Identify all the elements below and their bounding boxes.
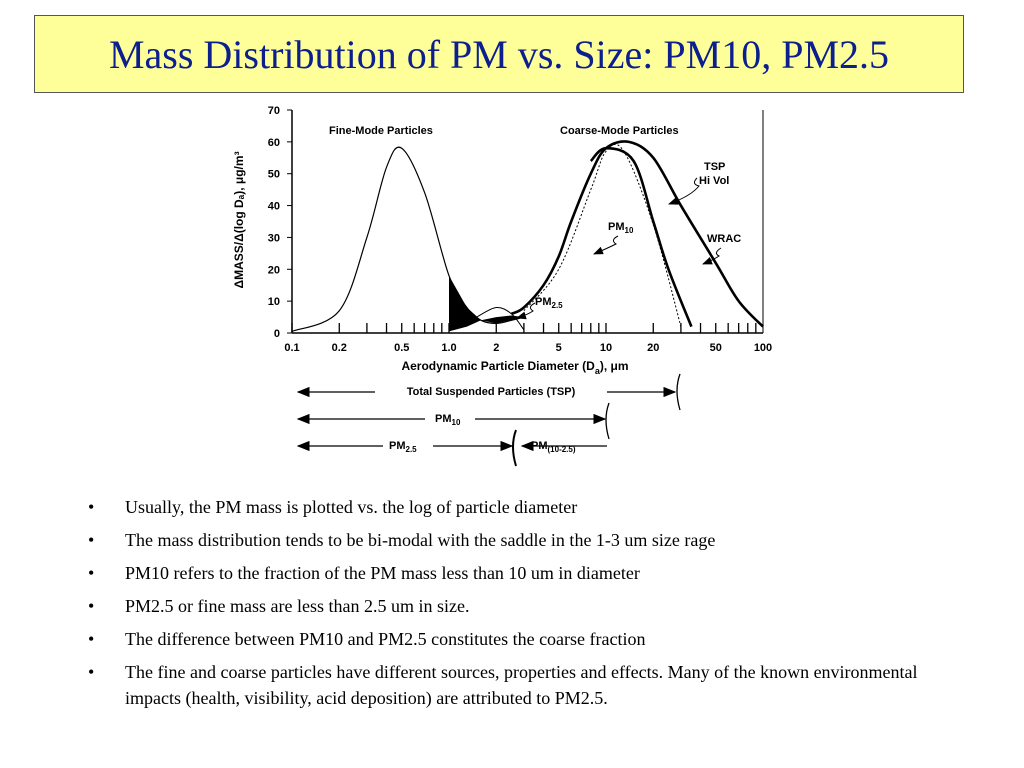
bullet-marker: • <box>88 563 95 583</box>
y-tick-label: 50 <box>268 169 280 181</box>
y-tick-label: 70 <box>268 105 280 117</box>
x-axis-label: Aerodynamic Particle Diameter (Da), μm <box>401 359 628 376</box>
x-tick-label: 2 <box>493 342 499 354</box>
x-tick-label: 1.0 <box>441 342 456 354</box>
x-tick-label: 0.2 <box>332 342 347 354</box>
y-tick-label: 10 <box>268 296 280 308</box>
bullet-item: • Usually, the PM mass is plotted vs. the… <box>88 494 948 520</box>
coarse-mode-label: Coarse-Mode Particles <box>560 125 679 137</box>
wrac-pointer-arrow <box>702 247 722 265</box>
bullet-text: PM2.5 or fine mass are less than 2.5 um … <box>125 596 470 616</box>
y-axis-ticks: 0 10 20 30 40 50 60 70 <box>268 105 292 340</box>
x-tick-label: 10 <box>600 342 612 354</box>
bullet-text: The mass distribution tends to be bi-mod… <box>125 530 716 550</box>
bullet-item: • The difference between PM10 and PM2.5 c… <box>88 626 948 652</box>
y-tick-label: 40 <box>268 201 280 213</box>
bullet-text: Usually, the PM mass is plotted vs. the … <box>125 497 578 517</box>
saddle-overlap-fill <box>449 275 524 332</box>
y-tick-label: 0 <box>274 328 280 340</box>
hivol-label: Hi Vol <box>699 175 729 187</box>
wrac-label: WRAC <box>707 233 741 245</box>
fine-mode-curve <box>291 146 525 332</box>
bullet-marker: • <box>88 497 95 517</box>
x-tick-label: 20 <box>647 342 659 354</box>
distribution-curves <box>291 140 764 332</box>
bullet-marker: • <box>88 662 95 682</box>
x-axis-ticks: 0.1 0.2 0.5 1.0 2 5 10 20 50 100 <box>284 323 772 354</box>
y-tick-label: 20 <box>268 264 280 276</box>
slide-title: Mass Distribution of PM vs. Size: PM10, … <box>108 31 890 77</box>
bullet-item: • The fine and coarse particles have diff… <box>88 659 948 711</box>
pm10-range-label: PM10 <box>435 413 461 427</box>
y-axis-label: ΔMASS/Δ(log Dₐ), μg/m³ <box>232 151 246 288</box>
pm25-pointer-arrow <box>516 302 536 320</box>
wrac-curve <box>589 146 693 328</box>
bullet-text: The fine and coarse particles have diffe… <box>125 662 918 708</box>
tsp-range-label: Total Suspended Particles (TSP) <box>407 386 576 398</box>
bullet-marker: • <box>88 596 95 616</box>
tsp-label: TSP <box>704 161 725 173</box>
pm25-range-end-brace <box>512 429 517 467</box>
x-tick-label: 0.1 <box>284 342 299 354</box>
plot-frame <box>291 110 764 334</box>
pm25-range-label: PM2.5 <box>389 440 417 454</box>
pm25-curve-label: PM2.5 <box>535 296 563 310</box>
pm10-curve-label: PM10 <box>608 221 634 235</box>
tsp-range-end-brace <box>676 373 681 411</box>
coarse-range-label: PM(10-2.5) <box>531 440 576 454</box>
y-tick-label: 30 <box>268 232 280 244</box>
size-range-indicators: Total Suspended Particles (TSP) PM10 PM2… <box>296 373 681 467</box>
pm10-range-end-brace <box>605 402 610 440</box>
tsp-pointer-arrow <box>668 177 700 205</box>
pm10-pointer-arrow <box>593 235 619 255</box>
bullet-text: The difference between PM10 and PM2.5 co… <box>125 629 646 649</box>
x-tick-label: 50 <box>710 342 722 354</box>
x-tick-label: 5 <box>556 342 562 354</box>
x-tick-label: 0.5 <box>394 342 409 354</box>
bullet-item: • PM2.5 or fine mass are less than 2.5 um… <box>88 593 948 619</box>
fine-mode-label: Fine-Mode Particles <box>329 125 433 137</box>
title-box: Mass Distribution of PM vs. Size: PM10, … <box>34 15 964 93</box>
bullet-marker: • <box>88 530 95 550</box>
y-tick-label: 60 <box>268 137 280 149</box>
bullet-marker: • <box>88 629 95 649</box>
x-tick-label: 100 <box>754 342 772 354</box>
bullet-item: • The mass distribution tends to be bi-mo… <box>88 527 948 553</box>
bullet-text: PM10 refers to the fraction of the PM ma… <box>125 563 640 583</box>
pm25-curve <box>476 306 525 331</box>
bullet-list: • Usually, the PM mass is plotted vs. the… <box>88 494 948 718</box>
bullet-item: • PM10 refers to the fraction of the PM m… <box>88 560 948 586</box>
